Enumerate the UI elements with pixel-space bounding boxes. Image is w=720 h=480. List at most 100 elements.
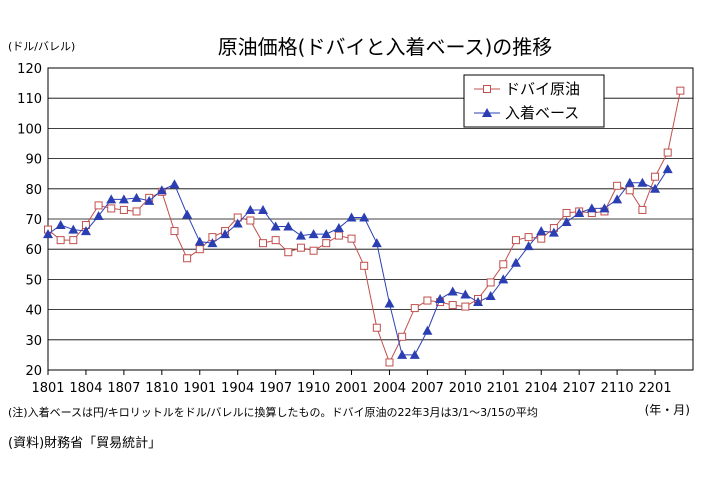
x-tick-labels: 1801 1804 1807 1810 1901 1904 1907 1910 2001 2004… xyxy=(31,370,672,396)
data-point xyxy=(510,257,521,267)
data-point xyxy=(662,164,673,174)
data-point xyxy=(321,229,332,239)
y-tick-label: 30 xyxy=(25,334,42,349)
data-point xyxy=(296,243,305,252)
data-point xyxy=(548,227,559,237)
x-tick-label: 1804 xyxy=(69,381,102,396)
y-tick-label: 80 xyxy=(25,183,42,198)
data-point xyxy=(511,236,520,245)
x-tick-label: 2007 xyxy=(411,381,444,396)
data-point xyxy=(55,220,66,230)
data-point xyxy=(398,332,407,341)
data-point xyxy=(347,234,356,243)
data-point xyxy=(346,212,357,222)
data-point xyxy=(524,233,533,242)
data-point xyxy=(523,241,534,251)
data-point xyxy=(245,204,256,214)
data-point xyxy=(371,238,382,248)
data-point xyxy=(94,201,103,210)
data-point xyxy=(271,236,280,245)
data-point xyxy=(448,301,457,310)
data-point xyxy=(410,304,419,313)
x-unit-label: (年・月) xyxy=(645,403,690,417)
y-tick-label: 110 xyxy=(17,92,42,107)
data-point xyxy=(461,302,470,311)
x-tick-label: 1807 xyxy=(107,381,140,396)
data-point xyxy=(637,177,648,187)
data-point xyxy=(676,86,685,95)
series-layer xyxy=(43,86,685,367)
data-point xyxy=(195,245,204,254)
y-tick-label: 70 xyxy=(25,213,42,228)
data-point xyxy=(473,297,483,307)
data-point xyxy=(409,349,420,359)
x-tick-label: 2001 xyxy=(335,381,368,396)
data-point xyxy=(194,236,205,246)
source-note: (資料)財務省「貿易統計」 xyxy=(8,436,162,451)
data-point xyxy=(562,208,571,217)
data-point xyxy=(107,204,116,213)
data-point xyxy=(422,325,433,335)
data-point xyxy=(93,210,104,220)
series-1 xyxy=(43,164,673,359)
footnote: (注)入着ベースは円/キロリットルをドル/バレルに換算したもの。ドバイ原油の22… xyxy=(8,406,538,419)
data-point xyxy=(447,286,458,296)
data-point xyxy=(650,183,661,193)
legend-box xyxy=(463,74,605,128)
data-point xyxy=(486,278,495,287)
x-tick-label: 2110 xyxy=(601,381,634,396)
data-point xyxy=(586,203,597,213)
data-point xyxy=(183,254,192,263)
data-point xyxy=(537,234,546,243)
legend-label-arrival: 入着ベース xyxy=(505,104,579,122)
x-tick-label: 2201 xyxy=(639,381,672,396)
data-point xyxy=(56,236,65,245)
data-point xyxy=(131,192,142,202)
x-tick-label: 1901 xyxy=(183,381,216,396)
x-tick-label: 1801 xyxy=(31,381,64,396)
chart-title: 原油価格(ドバイと入着ベース)の推移 xyxy=(218,35,553,59)
x-tick-label: 2010 xyxy=(449,381,482,396)
y-tick-label: 50 xyxy=(25,273,42,288)
data-point xyxy=(106,194,117,204)
data-point xyxy=(322,239,331,248)
y-tick-label: 40 xyxy=(25,304,42,319)
data-point xyxy=(69,236,78,245)
data-point xyxy=(309,246,318,255)
y-tick-label: 100 xyxy=(17,122,42,137)
x-tick-label: 1904 xyxy=(221,381,254,396)
data-point xyxy=(536,226,547,236)
data-point xyxy=(612,194,623,204)
data-point xyxy=(359,212,370,222)
data-point xyxy=(599,203,610,213)
data-point xyxy=(232,218,243,228)
y-tick-label: 90 xyxy=(25,153,42,168)
data-point xyxy=(119,205,128,214)
data-point xyxy=(460,289,471,299)
data-point xyxy=(651,172,660,181)
legend: ドバイ原油 入着ベース xyxy=(463,74,605,128)
data-point xyxy=(283,221,294,231)
data-point xyxy=(144,195,155,205)
x-tick-label: 1907 xyxy=(259,381,292,396)
y-tick-label: 20 xyxy=(25,364,42,379)
data-point xyxy=(246,216,255,225)
x-tick-label: 2104 xyxy=(525,381,558,396)
x-tick-label: 2004 xyxy=(373,381,406,396)
y-tick-label: 60 xyxy=(25,243,42,258)
x-tick-label: 1810 xyxy=(145,381,178,396)
data-point xyxy=(485,291,496,301)
data-point xyxy=(308,229,319,239)
y-unit-label: (ドル/バレル) xyxy=(8,40,75,53)
data-point xyxy=(333,223,344,233)
data-point xyxy=(499,260,508,269)
series-0 xyxy=(44,86,685,367)
x-tick-label: 2107 xyxy=(563,381,596,396)
data-point xyxy=(118,194,129,204)
x-tick-label: 2101 xyxy=(487,381,520,396)
data-point xyxy=(334,231,343,240)
data-point xyxy=(423,296,432,305)
data-point xyxy=(663,148,672,157)
data-point xyxy=(284,248,293,257)
data-point xyxy=(638,205,647,214)
